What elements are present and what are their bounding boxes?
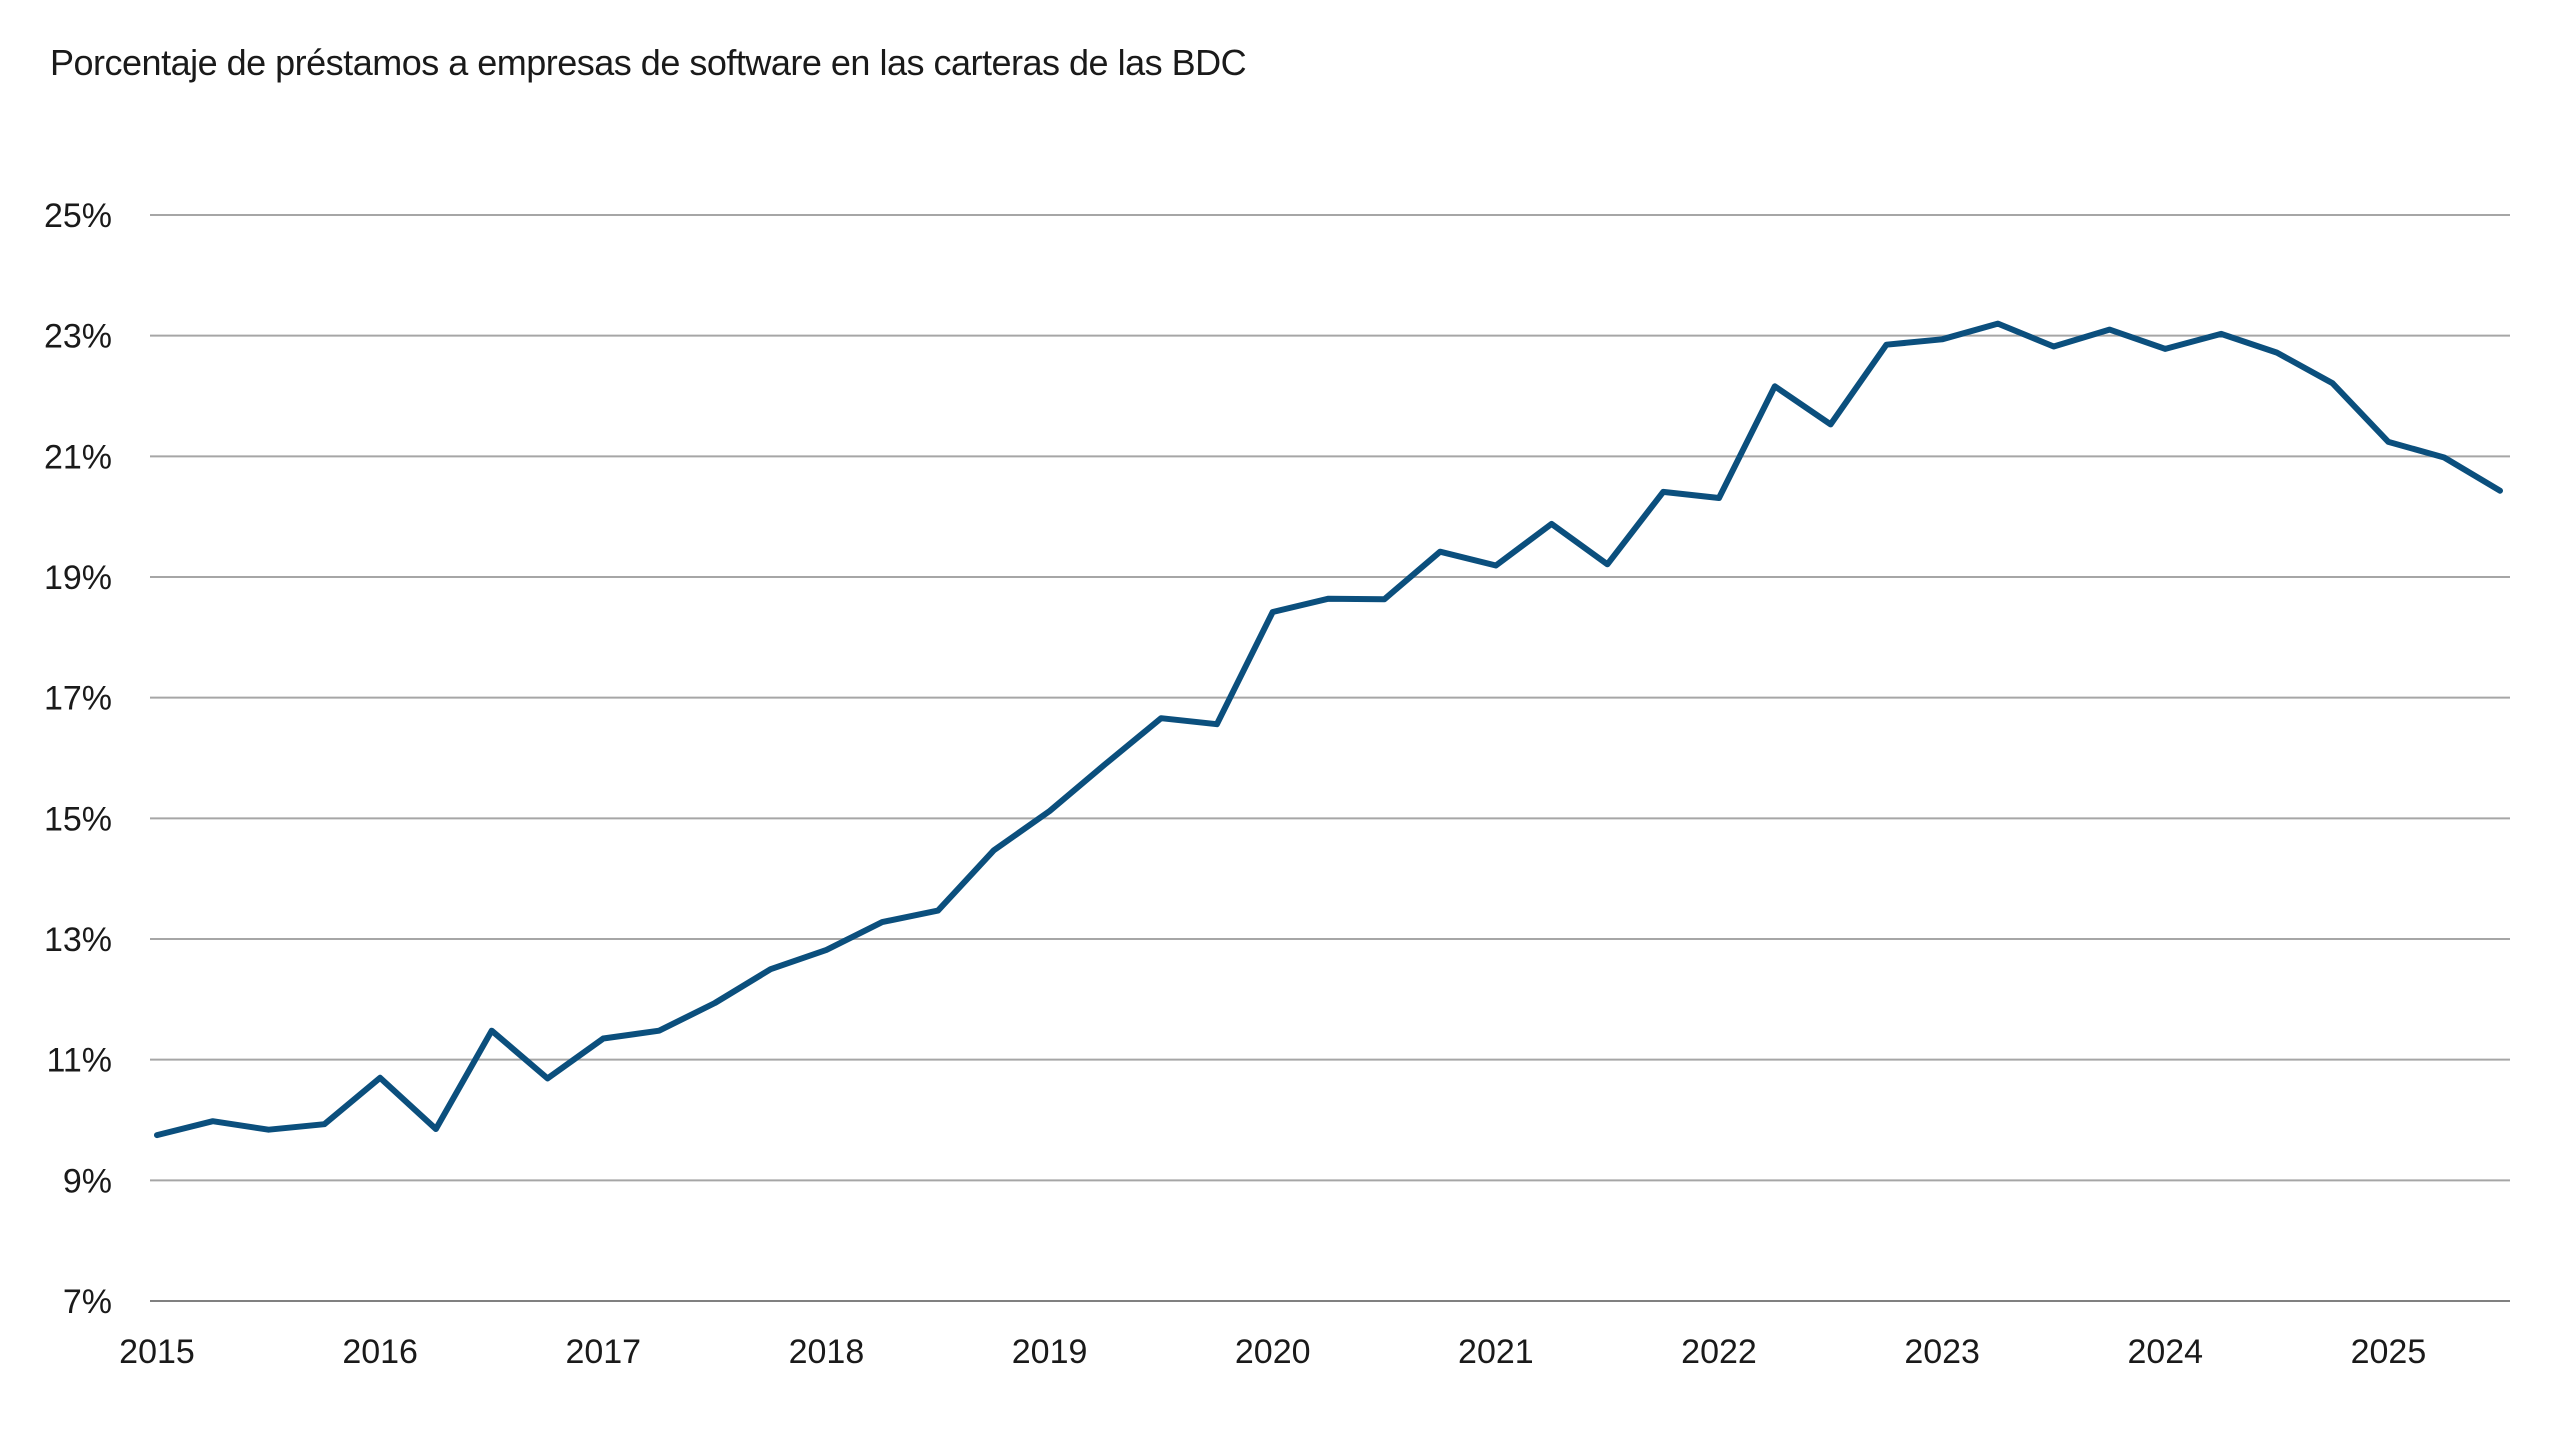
x-tick-label: 2018 [789,1333,865,1371]
x-tick-label: 2017 [565,1333,641,1371]
y-tick-label: 25% [44,197,112,235]
y-tick-label: 19% [44,559,112,597]
series-line-0 [154,320,2503,1139]
series-layer [154,320,2503,1139]
y-tick-label: 17% [44,680,112,718]
y-tick-label: 7% [63,1283,112,1321]
y-tick-label: 13% [44,921,112,959]
y-tick-label: 9% [63,1162,112,1200]
x-tick-label: 2021 [1458,1333,1534,1371]
x-tick-label: 2023 [1904,1333,1980,1371]
x-axis-tick-labels: 2015 2016 2017 2018 2019 2020 2021 2022 2023 2024… [119,1333,2426,1371]
x-tick-label: 2015 [119,1333,195,1371]
x-tick-label: 2019 [1012,1333,1088,1371]
x-tick-label: 2025 [2351,1333,2427,1371]
chart-title: Porcentaje de préstamos a empresas de so… [50,42,1247,83]
grid-lines [150,214,2510,1302]
x-tick-label: 2016 [342,1333,418,1371]
y-axis-tick-labels: 7% 9% 11% 13% 15% 17% 19% 21% 23% 25% [44,197,112,1321]
y-tick-label: 21% [44,438,112,476]
y-tick-label: 11% [46,1042,112,1080]
x-tick-label: 2020 [1235,1333,1311,1371]
x-tick-label: 2022 [1681,1333,1757,1371]
y-tick-label: 15% [44,800,112,838]
x-tick-label: 2024 [2127,1333,2203,1371]
y-tick-label: 23% [44,318,112,356]
